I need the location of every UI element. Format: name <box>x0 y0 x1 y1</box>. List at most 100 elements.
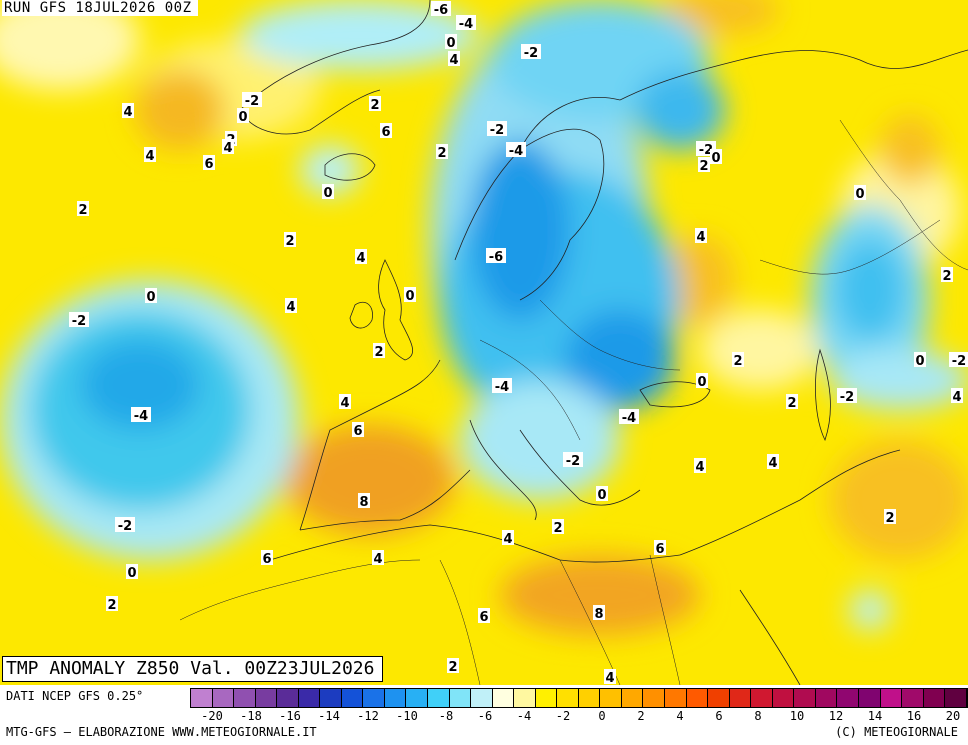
color-scale-swatch <box>277 689 299 707</box>
contour-label-text: 0 <box>597 488 606 503</box>
contour-label: 4 <box>355 249 367 266</box>
color-scale-swatch <box>923 689 946 707</box>
contour-label-text: 0 <box>855 187 864 202</box>
contour-label-text: -6 <box>489 250 503 265</box>
contour-label: 6 <box>478 608 490 625</box>
contour-label: 4 <box>222 139 234 156</box>
color-scale-swatch <box>406 689 429 707</box>
contour-label-text: 4 <box>123 105 132 120</box>
temperature-anomaly-map: -6-404-24-2026-224462-4-202002244-62004-… <box>0 0 968 685</box>
contour-label: 0 <box>710 149 722 166</box>
color-scale-swatch <box>535 689 558 707</box>
contour-label: 4 <box>339 394 351 411</box>
contour-label-text: 2 <box>78 203 87 218</box>
anomaly-zone <box>830 440 968 560</box>
contour-label-text: 0 <box>238 110 247 125</box>
contour-label-text: 2 <box>370 98 379 113</box>
contour-label: 4 <box>502 530 514 547</box>
color-scale-swatch <box>837 689 859 707</box>
contour-label: -6 <box>486 248 506 265</box>
color-scale-tick: 4 <box>676 709 684 723</box>
contour-label-text: -4 <box>134 409 148 424</box>
color-scale-tick: 6 <box>715 709 723 723</box>
contour-label-text: 8 <box>359 495 368 510</box>
contour-label: 8 <box>358 493 370 510</box>
color-scale-swatch <box>428 689 450 707</box>
anomaly-zone <box>835 240 905 340</box>
color-scale-swatch <box>686 689 709 707</box>
anomaly-zone <box>880 115 940 185</box>
contour-label-text: 6 <box>479 610 488 625</box>
contour-label: -2 <box>487 121 507 138</box>
contour-label: 2 <box>552 519 564 536</box>
contour-label: -2 <box>949 352 968 369</box>
contour-label-text: -2 <box>490 123 504 138</box>
color-scale-tick: -8 <box>438 709 454 723</box>
contour-label: -2 <box>69 312 89 329</box>
contour-label-text: 2 <box>942 269 951 284</box>
anomaly-zone <box>565 310 675 410</box>
anomaly-zone <box>850 590 890 630</box>
contour-label: -4 <box>131 407 151 424</box>
contour-label: 2 <box>106 596 118 613</box>
color-scale-tick: -20 <box>201 709 223 723</box>
color-scale-tick: -6 <box>477 709 493 723</box>
contour-label: 2 <box>369 96 381 113</box>
anomaly-zone <box>700 310 820 390</box>
contour-label-text: 2 <box>787 396 796 411</box>
color-scale-tick: -16 <box>279 709 301 723</box>
contour-label-text: 4 <box>356 251 365 266</box>
contour-label-text: -2 <box>72 314 86 329</box>
contour-label-text: 4 <box>340 396 349 411</box>
contour-label-text: 6 <box>204 157 213 172</box>
color-scale-swatch <box>902 689 924 707</box>
contour-label-text: -2 <box>566 454 580 469</box>
contour-label-text: -2 <box>699 143 713 158</box>
color-scale-swatch <box>880 689 903 707</box>
contour-label-text: 4 <box>696 230 705 245</box>
contour-label: 0 <box>854 185 866 202</box>
color-scale-swatch <box>621 689 644 707</box>
contour-label: 6 <box>380 123 392 140</box>
run-label: RUN GFS 18JUL2026 00Z <box>2 0 198 16</box>
color-scale-swatch <box>514 689 536 707</box>
color-scale-tick: -4 <box>516 709 532 723</box>
contour-label: 0 <box>696 373 708 390</box>
color-scale-tick: 0 <box>598 709 606 723</box>
anomaly-zone <box>0 0 140 90</box>
anomaly-zone <box>300 145 360 195</box>
contour-label: 0 <box>596 486 608 503</box>
color-scale-swatch <box>794 689 816 707</box>
contour-label: -4 <box>506 142 526 159</box>
color-scale-swatch <box>772 689 795 707</box>
contour-label-text: -4 <box>459 17 473 32</box>
color-scale-tick: -14 <box>318 709 340 723</box>
contour-label-text: -4 <box>509 144 523 159</box>
contour-label: 4 <box>604 669 616 685</box>
contour-label-text: 8 <box>594 607 603 622</box>
contour-label-text: -4 <box>495 380 509 395</box>
contour-label: 2 <box>786 394 798 411</box>
color-scale-swatch <box>600 689 622 707</box>
contour-label: -4 <box>619 409 639 426</box>
contour-label-text: 4 <box>695 460 704 475</box>
contour-label-text: -4 <box>622 411 636 426</box>
contour-label: 8 <box>593 605 605 622</box>
contour-label: -6 <box>431 1 451 18</box>
contour-label: 2 <box>732 352 744 369</box>
contour-label: 2 <box>941 267 953 284</box>
contour-label: 2 <box>436 144 448 161</box>
contour-label-text: 2 <box>553 521 562 536</box>
contour-label: 2 <box>447 658 459 675</box>
anomaly-zone <box>285 425 455 535</box>
color-scale-tick: -12 <box>357 709 379 723</box>
contour-label-text: 0 <box>711 151 720 166</box>
contour-label: 4 <box>695 228 707 245</box>
color-scale-swatch <box>858 689 881 707</box>
anomaly-zone <box>665 235 735 325</box>
contour-label-text: 2 <box>885 511 894 526</box>
contour-label-text: 4 <box>449 53 458 68</box>
color-scale-ticks: -20 -18 -16 -14 -12 -10 -8 -6 -4 -2 0 2 4 6 8 10 12 14 16 2… <box>190 709 967 723</box>
contour-label: -2 <box>242 92 262 109</box>
credit-left: MTG-GFS — ELABORAZIONE WWW.METEOGIORNALE… <box>6 725 317 739</box>
